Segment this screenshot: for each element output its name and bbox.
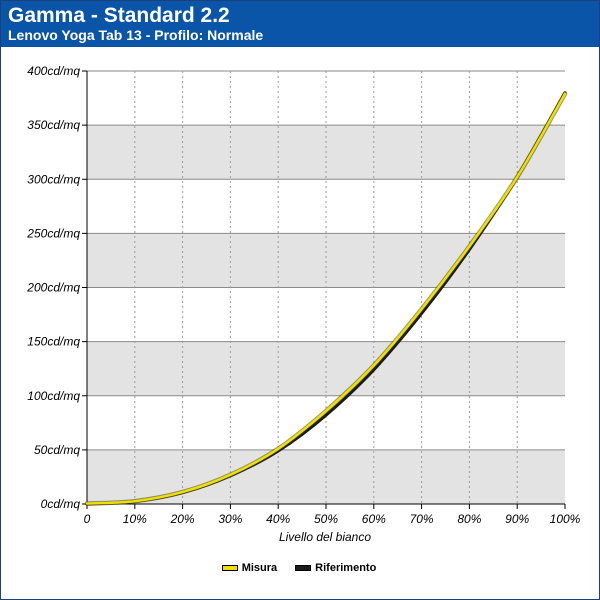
x-tick-label: 30%: [218, 512, 242, 526]
legend-swatch-misura: [221, 565, 238, 571]
chart-subtitle: Lenovo Yoga Tab 13 - Profilo: Normale: [8, 27, 264, 43]
y-tick-label: 350cd/mq: [27, 118, 80, 132]
chart-title: Gamma - Standard 2.2: [8, 4, 230, 27]
x-tick-label: 10%: [123, 512, 147, 526]
chart-legend: Misura Riferimento: [0, 562, 598, 574]
y-tick-label: 50cd/mq: [34, 443, 80, 457]
x-tick-label: 40%: [266, 512, 290, 526]
x-tick-label: 0: [84, 512, 91, 526]
legend-label-misura: Misura: [241, 562, 278, 574]
y-tick-label: 150cd/mq: [27, 335, 80, 349]
y-tick-label: 400cd/mq: [27, 64, 80, 78]
x-tick-label: 70%: [410, 512, 434, 526]
x-tick-label: 20%: [170, 512, 195, 526]
x-axis-label: Livello del bianco: [279, 530, 371, 544]
x-tick-label: 90%: [505, 512, 529, 526]
legend-swatch-riferimento: [295, 565, 312, 571]
legend-item-riferimento: Riferimento: [295, 562, 376, 574]
legend-label-riferimento: Riferimento: [315, 562, 377, 574]
y-tick-label: 0cd/mq: [41, 497, 81, 511]
y-tick-label: 100cd/mq: [27, 389, 80, 403]
x-tick-label: 100%: [550, 512, 581, 526]
y-tick-label: 250cd/mq: [26, 226, 80, 240]
series-line-misura: [85, 92, 567, 505]
chart-header: Gamma - Standard 2.2 Lenovo Yoga Tab 13 …: [1, 1, 599, 47]
y-tick-label: 200cd/mq: [26, 281, 80, 295]
x-tick-label: 60%: [362, 512, 386, 526]
x-tick-label: 80%: [457, 512, 481, 526]
x-tick-label: 50%: [314, 512, 338, 526]
y-tick-label: 300cd/mq: [27, 172, 80, 186]
legend-item-misura: Misura: [221, 562, 278, 574]
